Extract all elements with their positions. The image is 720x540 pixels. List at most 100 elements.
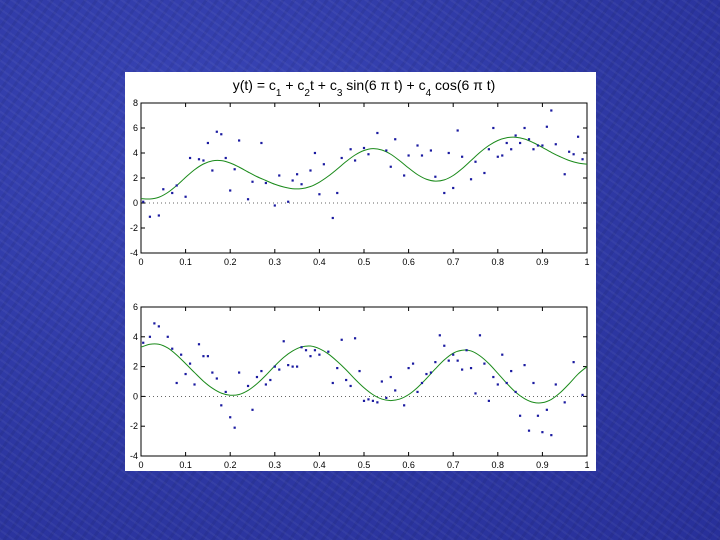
chart-1: y(t) = c1 + c2t + c3 sin(6 π t) + c4 cos…	[130, 77, 590, 267]
data-point	[171, 347, 174, 350]
data-point	[416, 390, 419, 394]
title-segment: y(t) = c	[233, 77, 276, 93]
fit-curve	[140, 136, 588, 200]
data-point	[474, 160, 477, 163]
data-point	[487, 148, 490, 151]
x-tick-label: 1	[584, 257, 589, 267]
data-point	[550, 109, 553, 112]
data-point	[425, 372, 428, 376]
data-point	[568, 150, 571, 153]
data-point	[264, 383, 267, 386]
data-point	[478, 334, 482, 337]
data-point	[385, 396, 388, 399]
y-tick-label: 0	[133, 198, 138, 208]
x-tick-label: 0.8	[492, 460, 505, 470]
data-point	[545, 125, 548, 128]
data-point	[211, 169, 214, 172]
data-point	[336, 191, 339, 195]
data-point	[211, 371, 214, 374]
data-point	[220, 404, 223, 407]
data-point	[171, 191, 174, 195]
data-point	[403, 404, 406, 407]
data-point	[202, 159, 205, 162]
data-point	[367, 153, 370, 156]
data-point	[541, 431, 544, 434]
data-point	[349, 384, 352, 388]
data-point	[403, 174, 406, 177]
data-point	[180, 353, 183, 356]
y-tick-label: 8	[133, 98, 138, 108]
data-point	[376, 401, 379, 404]
title-segment: sin(6 π t) + c	[342, 77, 425, 93]
data-point	[251, 408, 254, 411]
data-point	[505, 381, 508, 385]
y-tick-label: 2	[133, 173, 138, 183]
data-point	[420, 381, 424, 385]
data-point	[501, 154, 504, 157]
x-tick-label: 0.2	[224, 460, 237, 470]
chart-svg: y(t) = c1 + c2t + c3 sin(6 π t) + c4 cos…	[130, 77, 590, 470]
data-point	[514, 134, 517, 137]
data-point	[224, 390, 227, 394]
data-point	[197, 343, 201, 346]
data-point	[394, 138, 397, 141]
data-point	[313, 349, 317, 352]
data-point	[220, 133, 223, 136]
data-point	[193, 383, 196, 386]
data-point	[492, 126, 495, 130]
data-point	[380, 380, 383, 383]
data-point	[291, 365, 294, 368]
x-tick-label: 0.5	[358, 257, 371, 267]
data-point	[434, 361, 437, 364]
data-point	[519, 141, 522, 145]
axes-box	[140, 306, 588, 457]
data-point	[469, 366, 473, 370]
data-point	[238, 371, 241, 374]
data-point	[527, 429, 531, 432]
data-point	[157, 214, 160, 217]
data-point	[362, 399, 366, 402]
title-subscript: 3	[337, 88, 343, 99]
x-tick-label: 0	[138, 460, 143, 470]
x-tick-label: 1	[584, 460, 589, 470]
x-tick-label: 0.7	[447, 460, 460, 470]
data-point	[554, 143, 557, 146]
chart-2: 0 0.1 0.2 0.3 0.4 0.5 0.6 0.7 0.8 0.9 1 -4 -2 0 2 4 6	[130, 302, 590, 470]
data-point	[331, 381, 334, 385]
data-point	[443, 344, 446, 347]
data-point	[224, 156, 227, 160]
data-point	[188, 156, 192, 160]
data-point	[452, 186, 455, 190]
data-point	[496, 383, 499, 386]
data-point	[246, 384, 250, 388]
data-point	[407, 366, 410, 370]
data-point	[447, 151, 450, 155]
data-point	[206, 141, 209, 145]
data-point	[358, 369, 361, 373]
data-point	[296, 173, 299, 176]
data-point	[202, 355, 205, 358]
data-point	[527, 138, 531, 141]
data-point	[563, 401, 566, 404]
data-point	[278, 368, 281, 371]
data-point	[510, 148, 513, 151]
data-point	[291, 179, 294, 182]
data-point	[148, 335, 152, 338]
x-tick-label: 0.6	[402, 257, 415, 267]
data-point	[465, 349, 468, 352]
data-point	[456, 359, 459, 362]
data-point	[394, 389, 397, 392]
axes-box	[140, 102, 588, 254]
data-point	[162, 188, 165, 191]
title-subscript: 1	[276, 88, 282, 99]
data-point	[175, 184, 178, 187]
data-point	[336, 366, 339, 370]
data-point	[233, 426, 236, 429]
data-point	[523, 126, 526, 130]
x-tick-label: 0.8	[492, 257, 505, 267]
data-point	[452, 353, 455, 356]
data-point	[523, 364, 526, 367]
data-point	[349, 148, 352, 151]
data-point	[260, 141, 263, 145]
title-subscript: 4	[426, 88, 432, 99]
